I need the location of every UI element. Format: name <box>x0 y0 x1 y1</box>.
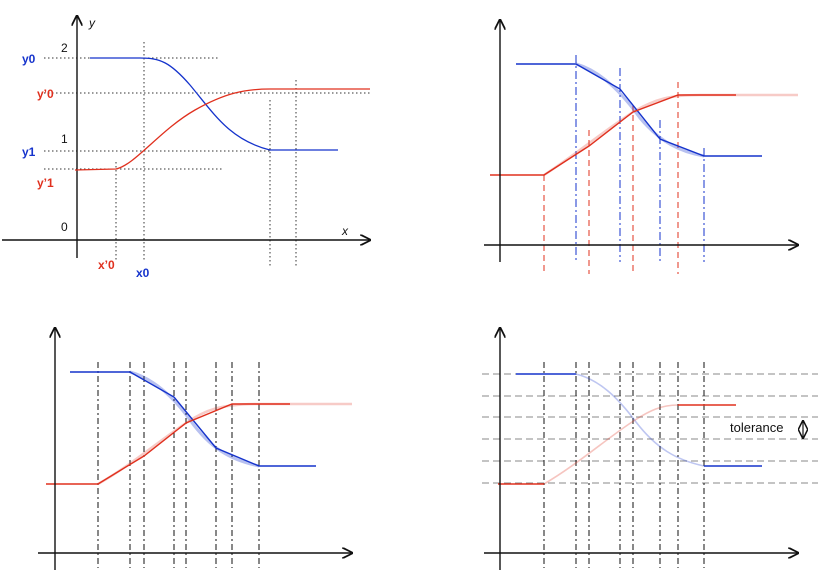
tolerance-label-background <box>726 418 796 436</box>
tolerance-label: tolerance <box>730 420 783 435</box>
label-x0: x0 <box>136 266 150 280</box>
panel3-red-sampled-curve <box>46 403 290 485</box>
panel4-red-faint-curve <box>543 404 679 485</box>
panel1-dotted-guides <box>44 42 370 266</box>
panel1-tick-0: 0 <box>61 220 68 234</box>
panel1-red-curve <box>74 88 370 171</box>
panel2-blue-sample-lines <box>575 55 705 262</box>
panel2-red-sample-lines <box>543 82 679 274</box>
panel1-tick-1: 1 <box>61 132 68 146</box>
label-y1: y1 <box>22 145 36 159</box>
label-y0: y0 <box>22 52 36 66</box>
panel1-tick-2: 2 <box>61 41 68 55</box>
label-y0-prime: y’0 <box>37 87 54 101</box>
panel3-sample-lines <box>97 362 260 568</box>
panel1-blue-curve <box>90 57 338 151</box>
panel2-red-sampled-curve <box>490 94 736 176</box>
panel2-blue-sampled-curve <box>516 63 762 157</box>
panel-tolerance: tolerance <box>482 328 818 570</box>
panel3-blue-sampled-curve <box>70 371 316 467</box>
panel3-blue-smooth-curve <box>129 370 260 468</box>
label-x0-prime: x’0 <box>98 258 115 272</box>
panel3-red-smooth-curve <box>97 402 352 486</box>
panel2-red-smooth-curve <box>543 93 798 177</box>
panel1-axis-y-label: y <box>88 16 96 30</box>
panel4-blue-faint-curve <box>575 373 705 467</box>
panel1-axis-x-label: x <box>341 224 349 238</box>
panel2-blue-smooth-curve <box>575 62 705 158</box>
panel4-tolerance-band-lines <box>482 373 818 484</box>
panel4-sample-lines <box>543 362 705 568</box>
panel-common-sampling <box>38 328 352 570</box>
panel-sampling-comparison <box>484 20 798 274</box>
panel-curves-definition: y x 2 1 0 y0 y’0 y1 y’1 x’0 x0 <box>2 16 370 280</box>
label-y1-prime: y’1 <box>37 176 54 190</box>
